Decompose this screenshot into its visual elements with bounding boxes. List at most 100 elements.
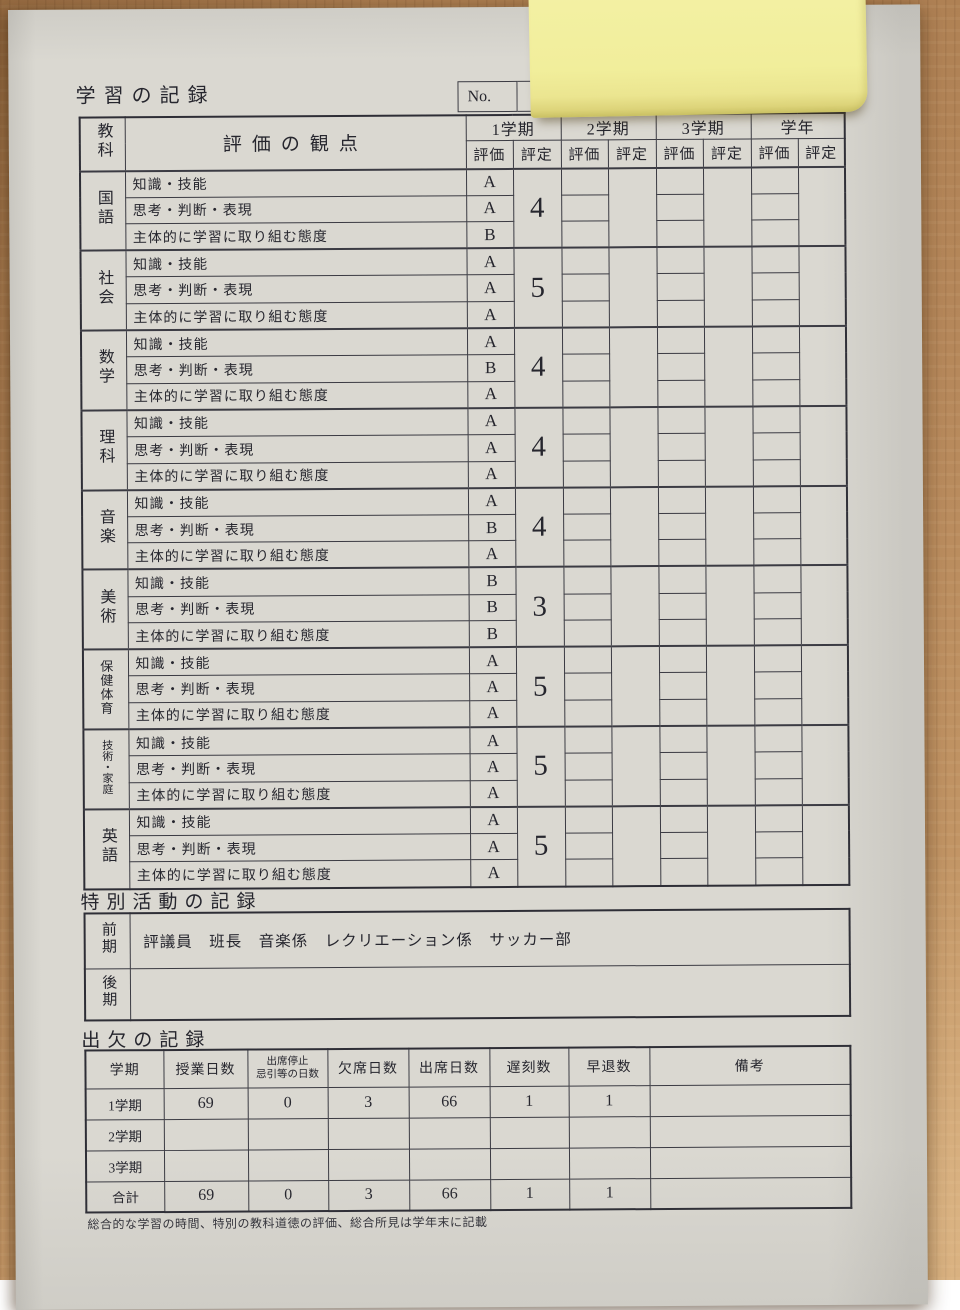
term1-mark: B: [468, 567, 516, 595]
term-mark-empty: [563, 540, 611, 568]
term-mark-empty: [564, 779, 612, 807]
term1-mark: A: [468, 540, 516, 568]
criterion-label: 主体的に学習に取り組む態度: [128, 700, 470, 730]
term1-mark: A: [466, 248, 514, 276]
subject-header-text: 教科: [94, 122, 112, 161]
attendance-value: [163, 1149, 249, 1182]
term-mark-empty: [659, 699, 707, 727]
term-mark-empty: [659, 672, 707, 700]
term-mark-empty: [659, 778, 707, 806]
attendance-header-present: 出席日数: [408, 1048, 490, 1087]
term-rating-empty: [799, 405, 847, 486]
grade-row: 保健体育 知識・技能 A 5: [82, 645, 849, 730]
attendance-header-suspension: 出席停止 忌引等の日数: [247, 1049, 328, 1088]
term-mark-empty: [754, 671, 802, 699]
term-mark-empty: [565, 832, 613, 860]
term1-mark: A: [467, 460, 515, 488]
attendance-value: 69: [164, 1180, 249, 1213]
term-mark-empty: [755, 858, 803, 885]
term-mark-empty: [560, 167, 609, 195]
term-rating-empty: [704, 486, 754, 567]
subject-cell: 美術: [82, 569, 128, 650]
attendance-row: 合計 69 0 3 66 1 1: [86, 1176, 852, 1213]
attendance-row: 3学期: [85, 1145, 852, 1182]
term-mark-empty: [561, 274, 609, 302]
term-rating-empty: [705, 645, 755, 726]
attendance-value: 3: [327, 1086, 409, 1119]
attendance-header-remarks: 備考: [649, 1045, 851, 1086]
term1-rating-header: 評定: [512, 140, 561, 169]
term1-mark: A: [469, 673, 517, 701]
attendance-value: [649, 1083, 851, 1117]
attendance-value: [489, 1147, 570, 1180]
term-mark-empty: [754, 804, 803, 832]
attendance-value: 1: [569, 1178, 651, 1210]
criterion-label: 主体的に学習に取り組む態度: [125, 301, 467, 331]
term-rating-empty: [705, 565, 754, 646]
term-mark-empty: [561, 247, 609, 275]
subject-label: 社会: [95, 269, 113, 308]
term-rating-empty: [706, 725, 755, 806]
term-mark-empty: [753, 645, 802, 673]
term3-header: 3学期: [655, 113, 751, 140]
term1-mark: A: [466, 195, 514, 222]
term-mark-empty: [561, 221, 609, 248]
grade-row: 技術・家庭 知識・技能 A 5: [83, 724, 849, 810]
criterion-label: 知識・技能: [127, 647, 470, 677]
special-activities-title: 特別活動の記録: [80, 891, 263, 914]
term-mark-empty: [753, 618, 801, 646]
term-mark-empty: [751, 219, 799, 247]
subject-label: 国語: [94, 189, 113, 228]
criterion-label: 主体的に学習に取り組む態度: [126, 461, 468, 490]
term-mark-empty: [658, 566, 706, 594]
attendance-value: 1: [568, 1085, 650, 1117]
term-mark-empty: [562, 460, 610, 488]
term-mark-empty: [658, 539, 706, 567]
attendance-header-absent: 欠席日数: [327, 1048, 409, 1088]
term-mark-empty: [751, 193, 799, 221]
term-rating-empty: [703, 166, 752, 248]
first-half-content: 評議員 班長 音楽係 レクリエーション係 サッカー部: [129, 908, 850, 969]
criterion-label: 知識・技能: [126, 487, 469, 517]
term1-mark: A: [467, 381, 515, 409]
page-title: 学習の記録: [75, 84, 216, 108]
term-mark-empty: [754, 698, 802, 726]
criterion-label: 主体的に学習に取り組む態度: [128, 780, 470, 810]
term2-rating-header: 評定: [607, 139, 657, 168]
attendance-value: 66: [409, 1179, 491, 1211]
term-mark-empty: [751, 326, 800, 354]
term-mark-empty: [656, 273, 704, 301]
attendance-header-term: 学期: [85, 1050, 164, 1089]
term-mark-empty: [656, 167, 704, 195]
attendance-value: [489, 1116, 569, 1149]
term-mark-empty: [754, 725, 802, 753]
term-mark-empty: [657, 486, 706, 514]
grade-row: 英語 知識・技能 A 5: [83, 804, 850, 890]
term2-header: 2学期: [560, 114, 656, 141]
attendance-header-late: 遅刻数: [489, 1047, 569, 1087]
term-rating-empty: [609, 486, 659, 567]
term1-mark: A: [467, 407, 515, 435]
term-mark-empty: [658, 619, 706, 647]
term-mark-empty: [564, 699, 612, 727]
attendance-value: 3: [328, 1179, 410, 1212]
term-mark-empty: [562, 380, 610, 408]
term2-eval-header: 評価: [560, 139, 608, 169]
subject-cell: 音楽: [81, 489, 128, 570]
term-mark-empty: [562, 353, 610, 381]
term-mark-empty: [660, 858, 708, 886]
term-mark-empty: [563, 593, 611, 621]
term-rating-empty: [800, 565, 848, 646]
special-activities-table: 前期 評議員 班長 音楽係 レクリエーション係 サッカー部 後期: [83, 907, 852, 1022]
attendance-header-row: 学期 授業日数 出席停止 忌引等の日数 欠席日数 出席日数 遅刻数 早退数 備考: [85, 1045, 851, 1089]
term-mark-empty: [656, 193, 704, 221]
year-eval-header: 評価: [750, 138, 799, 167]
criterion-label: 思考・判断・表現: [125, 275, 467, 304]
attendance-value: [649, 1114, 851, 1148]
criterion-label: 思考・判断・表現: [128, 753, 470, 783]
attendance-value: [649, 1145, 852, 1179]
term1-mark: A: [466, 301, 514, 329]
term-mark-empty: [564, 752, 612, 780]
attendance-row-label: 1学期: [85, 1088, 164, 1120]
term-mark-empty: [658, 645, 707, 673]
